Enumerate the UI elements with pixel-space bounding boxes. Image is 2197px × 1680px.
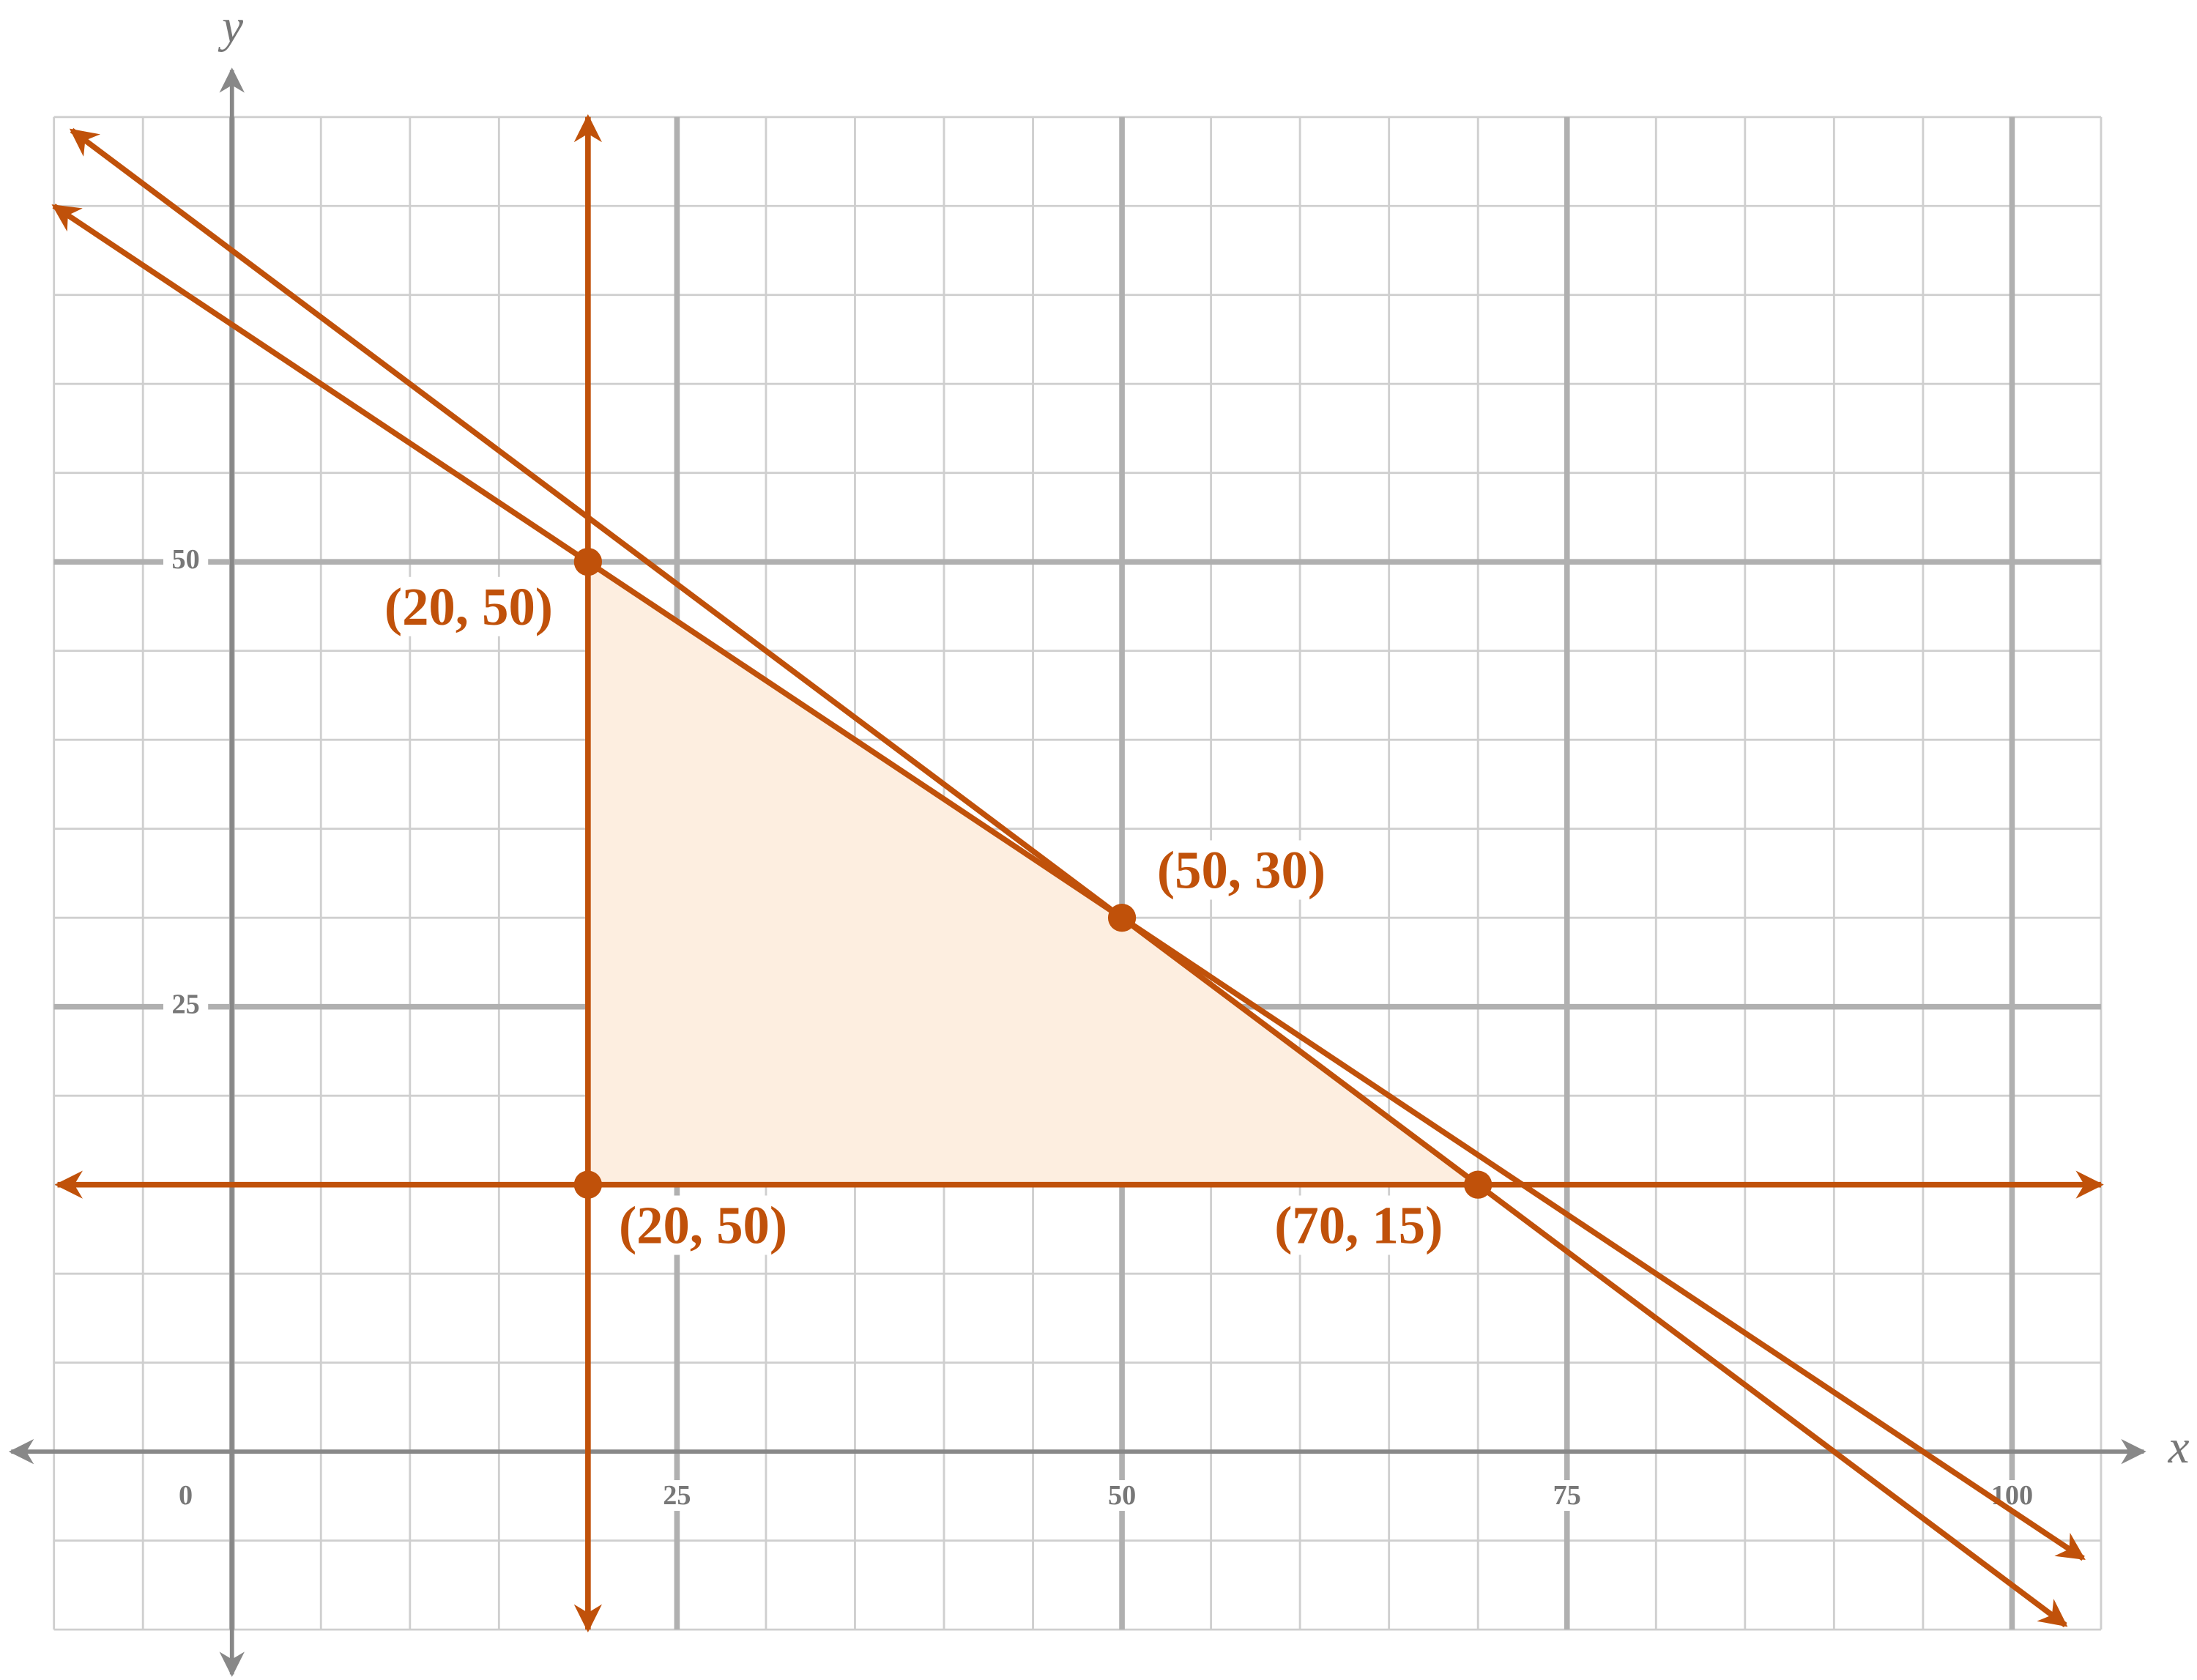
- boundary-line: [69, 127, 2068, 1628]
- point-label-bg: [1151, 840, 1331, 900]
- x-tick-label: 25: [663, 1480, 691, 1511]
- point-label-bg: [613, 1195, 793, 1255]
- axes: 0 25 50 75 100 25 50: [8, 67, 2146, 1677]
- x-tick-label: 100: [1991, 1480, 2033, 1511]
- x-axis-label: x: [2168, 1421, 2190, 1473]
- vertex-point: [573, 1170, 602, 1199]
- x-tick-label: 75: [1553, 1480, 1581, 1511]
- vertex-point: [1464, 1170, 1492, 1199]
- x-tick-label: 0: [179, 1480, 193, 1511]
- y-axis-label: y: [218, 0, 243, 53]
- point-label: (20, 50): [384, 577, 553, 636]
- boundary-line: [51, 204, 2086, 1561]
- x-tick-label: 50: [1108, 1480, 1136, 1511]
- vertex-point: [1107, 904, 1137, 932]
- lines: [51, 114, 2104, 1632]
- point-label: (70, 15): [1274, 1195, 1443, 1255]
- y-tick-label: 50: [171, 544, 199, 575]
- vertex-point: [573, 548, 602, 576]
- point-label: (50, 30): [1157, 840, 1326, 899]
- points: (20, 50) (50, 30) (70, 15) (20, 50): [379, 548, 1492, 1255]
- point-label-bg: [379, 576, 559, 636]
- point-label: (20, 50): [619, 1195, 787, 1255]
- y-tick-label: 25: [171, 989, 199, 1019]
- point-label-bg: [1268, 1195, 1449, 1255]
